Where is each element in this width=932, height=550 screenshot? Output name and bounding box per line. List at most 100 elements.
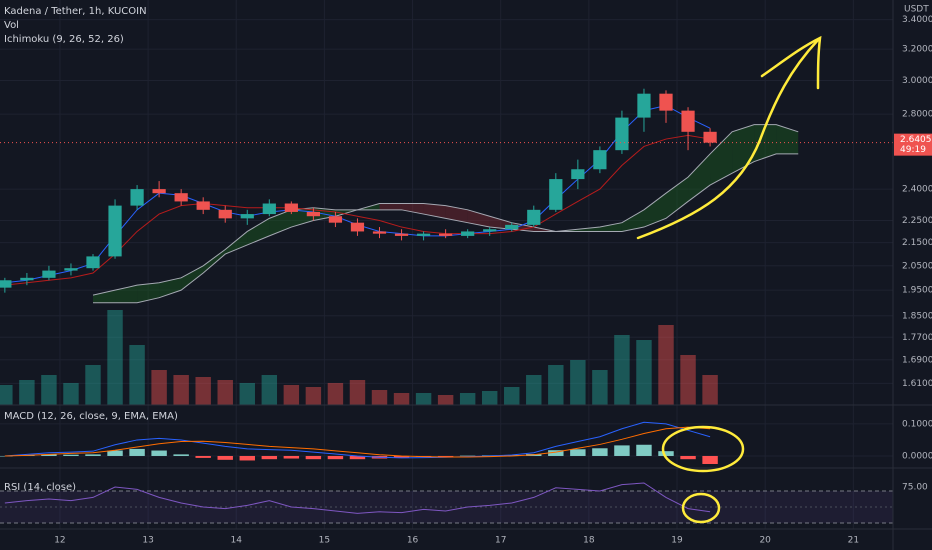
cloud-segment bbox=[643, 193, 667, 228]
macd-histogram-bar bbox=[459, 455, 476, 457]
volume-legend: Vol bbox=[4, 20, 19, 31]
cloud-segment bbox=[577, 227, 600, 232]
volume-bar bbox=[327, 383, 344, 405]
cloud-segment bbox=[467, 209, 490, 228]
candle-body bbox=[439, 233, 453, 236]
cloud-segment bbox=[666, 177, 689, 219]
macd-histogram-bar bbox=[680, 455, 696, 460]
candle-body bbox=[64, 268, 78, 271]
macd-histogram-bar bbox=[658, 451, 674, 456]
x-tick-label: 18 bbox=[583, 536, 595, 546]
cloud-segment bbox=[225, 231, 248, 255]
volume-bar bbox=[305, 387, 322, 405]
candle-body bbox=[461, 231, 475, 236]
candle-body bbox=[240, 214, 254, 219]
candle-body bbox=[483, 229, 497, 232]
macd-histogram-bar bbox=[636, 444, 652, 456]
volume-bar bbox=[614, 335, 630, 405]
macd-histogram-bar bbox=[261, 455, 278, 460]
volume-bar bbox=[41, 375, 57, 405]
y-tick-label: 2.0500 bbox=[902, 261, 932, 271]
candle-body bbox=[262, 203, 276, 215]
candle-body bbox=[86, 256, 100, 269]
candle-body bbox=[0, 280, 12, 288]
x-tick-label: 17 bbox=[495, 536, 506, 546]
cloud-segment bbox=[247, 218, 270, 245]
volume-bar bbox=[393, 393, 410, 405]
rsi-legend: RSI (14, close) bbox=[4, 482, 76, 493]
volume-bar bbox=[415, 393, 432, 405]
candle-body bbox=[350, 222, 365, 232]
x-tick-label: 19 bbox=[671, 536, 683, 546]
macd-histogram-bar bbox=[548, 450, 564, 456]
y-tick-label: 75.00 bbox=[902, 483, 928, 493]
cloud-segment bbox=[93, 290, 116, 303]
cloud-edge bbox=[93, 153, 799, 304]
y-tick-label: 1.6900 bbox=[902, 355, 932, 365]
volume-bar bbox=[19, 380, 35, 405]
candle-body bbox=[20, 277, 34, 281]
macd-histogram-bar bbox=[702, 455, 718, 464]
cloud-segment bbox=[688, 153, 711, 202]
cloud-segment bbox=[710, 131, 733, 186]
macd-histogram-bar bbox=[195, 455, 211, 458]
volume-bar bbox=[349, 380, 366, 405]
candle-body bbox=[42, 270, 56, 278]
x-tick-label: 14 bbox=[231, 536, 243, 546]
cloud-segment bbox=[137, 282, 160, 303]
drawn-arrow bbox=[636, 38, 820, 240]
macd-histogram-bar bbox=[173, 454, 189, 456]
y-tick-label: 0.1000 bbox=[902, 419, 932, 429]
volume-bar bbox=[570, 360, 586, 405]
volume-bar bbox=[592, 370, 608, 405]
macd-line bbox=[4, 421, 711, 459]
y-tick-label: 2.4000 bbox=[902, 185, 932, 195]
cloud-segment bbox=[599, 222, 622, 232]
last-price-badge bbox=[894, 133, 932, 156]
macd-histogram-bar bbox=[570, 449, 586, 456]
volume-bar bbox=[239, 383, 255, 405]
cloud-edge bbox=[92, 124, 799, 296]
macd-histogram-bar bbox=[437, 455, 454, 457]
candle-body bbox=[703, 131, 717, 143]
annotations bbox=[636, 35, 822, 524]
candle-body bbox=[218, 209, 232, 219]
volume-bar bbox=[85, 365, 101, 405]
macd-histogram-bar bbox=[151, 450, 167, 456]
macd-histogram-bar bbox=[349, 455, 366, 460]
volume-bar bbox=[195, 377, 211, 405]
volume-bar bbox=[481, 391, 498, 405]
x-tick-label: 12 bbox=[54, 536, 65, 546]
last-price-label: 2.6405 bbox=[900, 135, 932, 145]
volume-bar bbox=[636, 340, 652, 405]
volume-bar bbox=[283, 385, 300, 405]
cloud-segment bbox=[621, 209, 644, 232]
y-tick-label: 2.1500 bbox=[902, 238, 932, 248]
volume-bar bbox=[526, 375, 542, 405]
countdown-label: 49:19 bbox=[900, 145, 926, 155]
cloud-segment bbox=[203, 249, 226, 273]
volume-bar bbox=[151, 370, 167, 405]
drawn-ellipse bbox=[661, 425, 745, 473]
macd-histogram-bar bbox=[239, 455, 255, 461]
cloud-segment bbox=[401, 203, 424, 215]
cloud-segment bbox=[379, 203, 402, 210]
cloud-segment bbox=[115, 285, 138, 303]
candle-body bbox=[306, 211, 320, 217]
volume-bar bbox=[129, 345, 145, 405]
volume-bar bbox=[217, 380, 233, 405]
y-tick-label: 0.0000 bbox=[902, 451, 932, 461]
candle-body bbox=[284, 203, 298, 212]
volume-bar bbox=[107, 310, 123, 405]
candle-body bbox=[394, 233, 409, 236]
y-tick-label: 2.2500 bbox=[902, 216, 932, 226]
candle-body bbox=[505, 224, 519, 230]
macd-histogram-bar bbox=[614, 445, 630, 456]
x-tick-label: 15 bbox=[319, 536, 330, 546]
candle-body bbox=[571, 169, 585, 180]
macd-histogram-bar bbox=[107, 450, 123, 456]
y-tick-label: 3.2000 bbox=[902, 45, 932, 55]
cloud-segment bbox=[159, 277, 182, 298]
volume-bar bbox=[702, 375, 718, 405]
